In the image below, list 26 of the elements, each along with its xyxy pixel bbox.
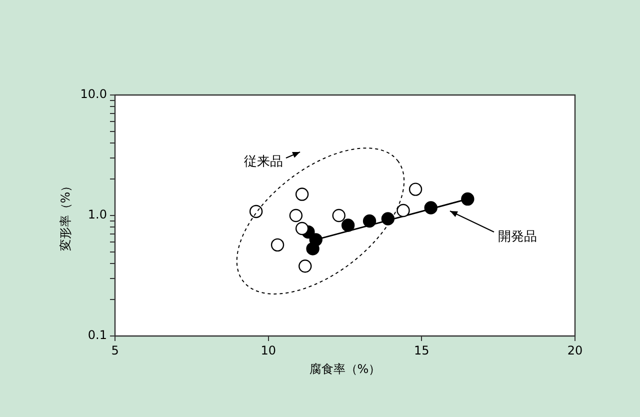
y-tick-label: 0.1 [88,328,107,342]
point [381,212,395,226]
annotation: 従来品 [244,154,283,170]
point [424,201,438,214]
annotation: 開発品 [498,229,537,244]
point [298,260,312,273]
x-axis-title: 腐食率（%） [309,362,381,376]
point [332,208,346,222]
point [249,204,263,218]
point [295,188,309,201]
point [341,218,355,232]
x-tick-label: 15 [414,343,430,358]
point [461,192,474,206]
point [295,222,309,236]
point [306,242,320,256]
x-tick-label: 5 [111,343,119,358]
y-axis-title: 変形率（%） [58,180,72,252]
x-tick-label: 20 [567,343,583,358]
point [408,182,422,196]
x-tick-label: 10 [260,343,276,358]
point [362,214,376,228]
point [289,208,303,222]
point [270,238,284,252]
y-tick-label: 10.0 [80,87,107,102]
point [396,204,410,218]
y-tick-label: 1.0 [88,208,107,222]
